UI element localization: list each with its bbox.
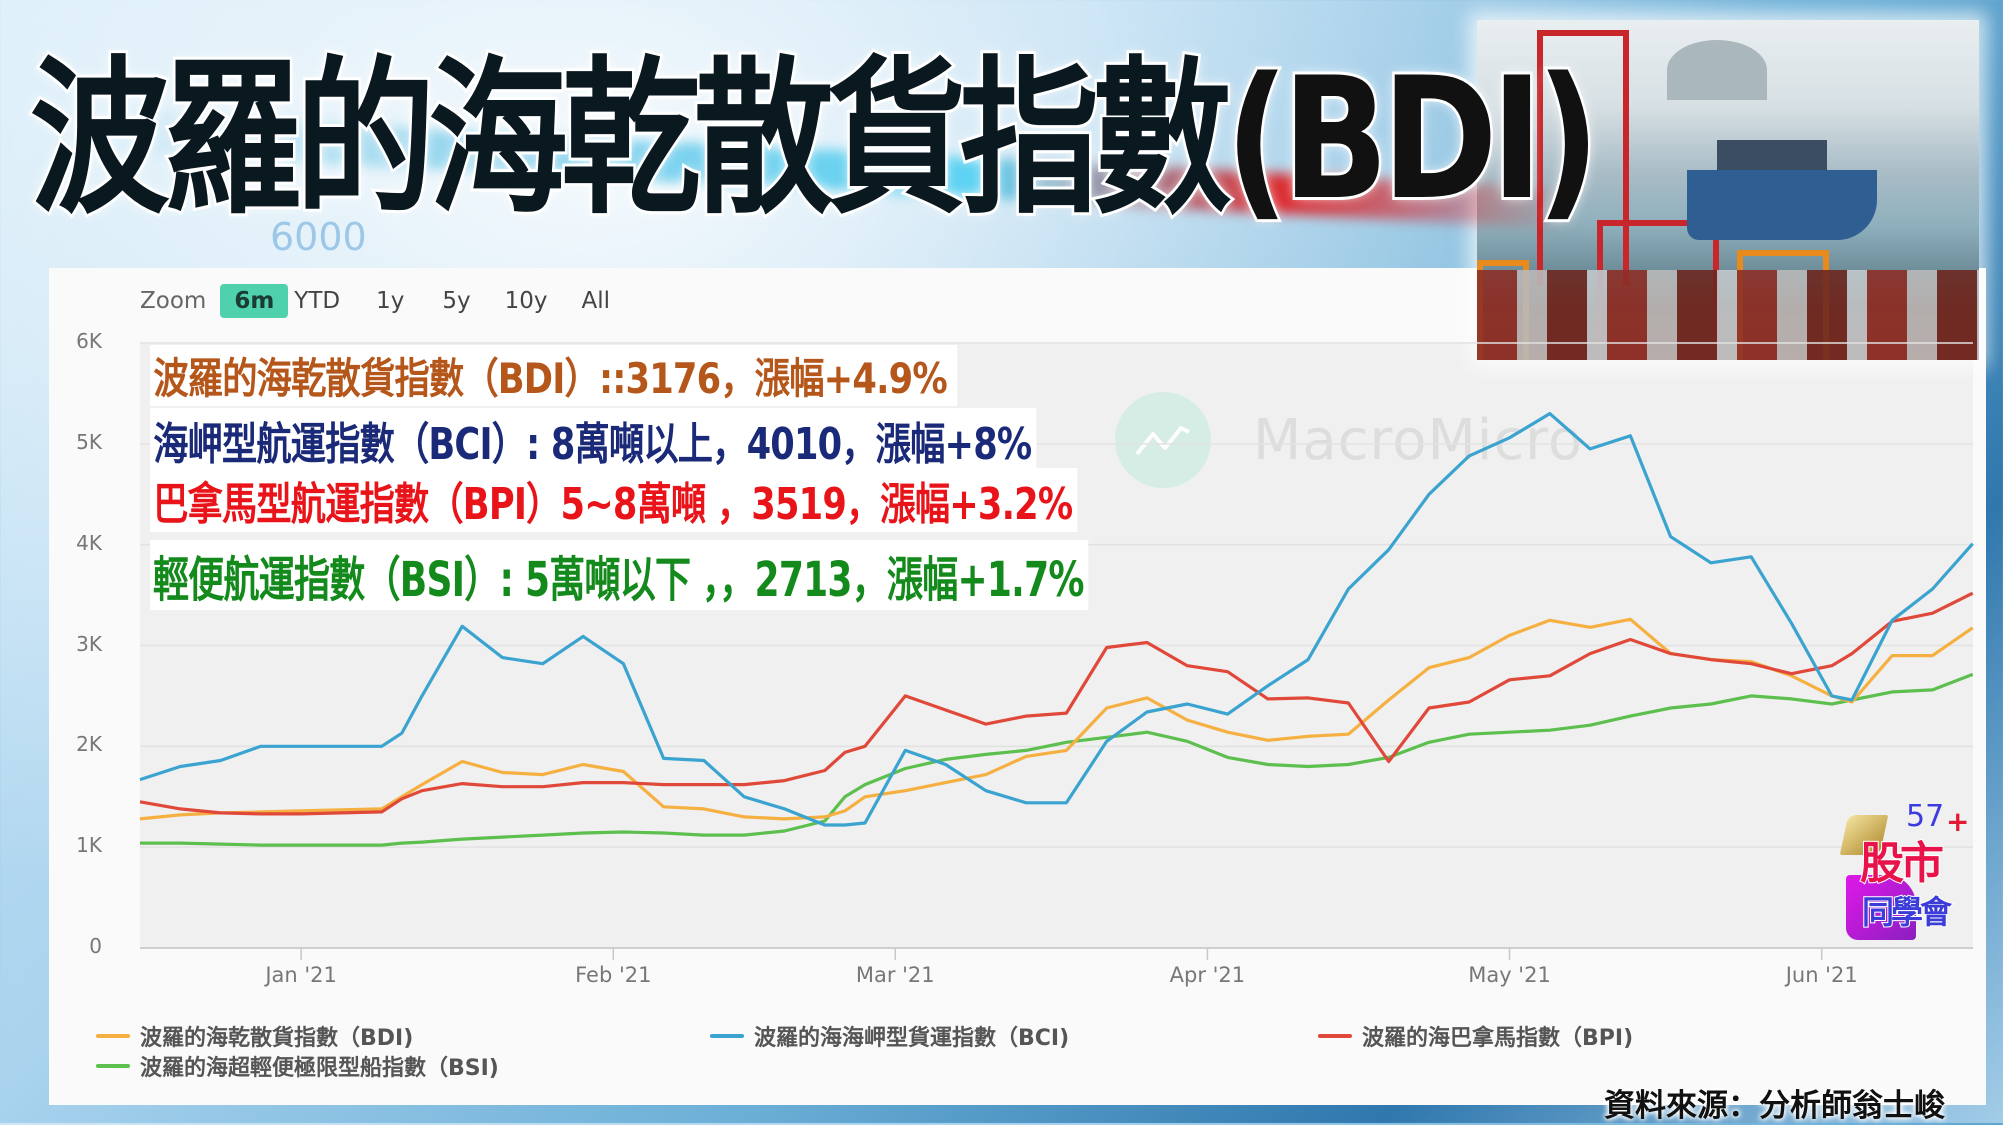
series-bpi-line (139, 591, 1974, 816)
x-tick-label: Jan '21 (265, 963, 337, 987)
title-paren-close: ) (1534, 41, 1603, 237)
annotation-bsi: 輕便航運指數（BSI）: 5萬噸以下 ，，2713，漲幅+1.7% (150, 540, 1089, 610)
zoom-5y-button[interactable]: 5y (442, 288, 471, 314)
y-tick-label: 1K (76, 833, 102, 858)
y-tick-label: 0 (89, 934, 102, 958)
annotation-bci: 海岬型航運指數（BCI）: 8萬噸以上，4010，漲幅+8% (150, 408, 1037, 472)
x-tick-label: Jun '21 (1785, 963, 1858, 987)
zoom-1y-button[interactable]: 1y (376, 288, 405, 314)
legend-swatch-bsi (96, 1064, 130, 1068)
logo-plus-icon: + (1946, 805, 1970, 838)
x-tick-label: May '21 (1468, 963, 1551, 987)
logo-purple-shape (1846, 875, 1916, 940)
photo-containers (1477, 270, 1979, 360)
title-abbr: BDI (1280, 41, 1546, 237)
legend-label-bci: 波羅的海海岬型貨運指數（BCI) (754, 1026, 1070, 1051)
watermark-text: MacroMicro (1253, 407, 1584, 473)
legend-label-bpi: 波羅的海巴拿馬指數（BPI) (1362, 1026, 1634, 1051)
chart-line-icon (1115, 392, 1211, 488)
legend-swatch-bpi (1318, 1034, 1352, 1038)
x-tick-label: Mar '21 (855, 963, 935, 987)
y-tick-label: 3K (76, 631, 102, 656)
zoom-ytd-button[interactable]: YTD (294, 288, 341, 314)
page-title: 波羅的海乾散貨指數(BDI) (28, 52, 1603, 226)
y-tick-label: 5K (76, 429, 102, 454)
legend-label-bdi: 波羅的海乾散貨指數（BDI) (140, 1026, 414, 1051)
zoom-all-button[interactable]: All (581, 288, 611, 314)
legend-item-bdi[interactable]: 波羅的海乾散貨指數（BDI) (96, 1020, 413, 1052)
logo-line2: 同學會 (1861, 892, 1953, 932)
series-bci-line (139, 412, 1974, 827)
logo-line1: 股市 (1859, 837, 1945, 890)
title-paren-open: ( (1223, 41, 1292, 237)
y-tick-label: 4K (76, 530, 102, 555)
legend-item-bsi[interactable]: 波羅的海超輕便極限型船指數（BSI) (96, 1050, 499, 1082)
series-bdi-line (139, 617, 1974, 821)
photo-hill (1667, 40, 1767, 100)
x-tick-label: Apr '21 (1169, 963, 1246, 987)
zoom-label: Zoom (140, 288, 207, 314)
zoom-range-selector: Zoom 6m YTD 1y 5y 10y All (140, 283, 624, 319)
legend-item-bpi[interactable]: 波羅的海巴拿馬指數（BPI) (1318, 1020, 1633, 1052)
legend-label-bsi: 波羅的海超輕便極限型船指數（BSI) (140, 1056, 499, 1081)
photo-container-ship (1687, 140, 1877, 240)
legend-swatch-bdi (96, 1034, 130, 1038)
y-tick-label: 2K (76, 732, 102, 757)
title-chinese: 波羅的海乾散貨指數 (28, 41, 1235, 237)
logo-number: 57 (1906, 799, 1945, 834)
stock-club-logo: 57 + 股市 同學會 (1838, 799, 1969, 945)
x-tick-label: Feb '21 (575, 963, 652, 987)
zoom-6m-button[interactable]: 6m (220, 284, 289, 318)
series-bsi-line (140, 672, 1974, 847)
legend-swatch-bci (710, 1034, 744, 1038)
legend-item-bci[interactable]: 波羅的海海岬型貨運指數（BCI) (710, 1020, 1069, 1052)
annotation-bdi: 波羅的海乾散貨指數（BDI）::3176，漲幅+4.9% (150, 345, 957, 406)
zoom-10y-button[interactable]: 10y (504, 288, 548, 314)
y-tick-label: 6K (76, 329, 102, 353)
source-credit: 資料來源：分析師翁士峻 (1604, 1088, 1945, 1124)
macromicro-watermark: MacroMicro (1115, 392, 1583, 488)
annotation-bpi: 巴拿馬型航運指數（BPI）5~8萬噸 ，3519，漲幅+3.2% (150, 468, 1078, 532)
ship-containers (1717, 140, 1827, 170)
